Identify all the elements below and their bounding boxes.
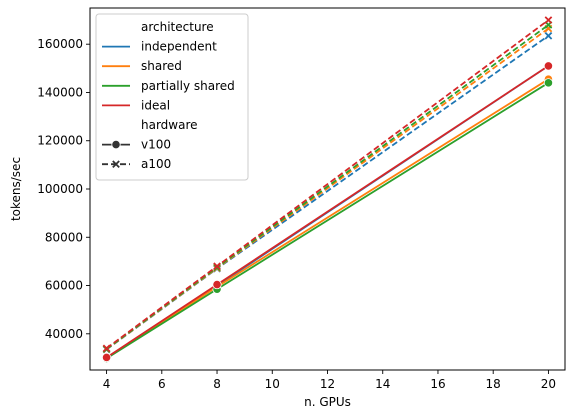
data-point xyxy=(544,31,553,40)
series-ideal-a100 xyxy=(102,16,553,353)
y-axis-label: tokens/sec xyxy=(9,157,23,221)
legend-marker xyxy=(111,140,121,150)
x-tick-label: 4 xyxy=(103,377,111,391)
x-axis-label: n. GPUs xyxy=(304,395,351,409)
series-layer xyxy=(101,16,554,364)
legend-entry: partially shared xyxy=(141,79,235,93)
x-tick-label: 8 xyxy=(213,377,221,391)
legend-marker xyxy=(112,160,120,169)
legend-entry: ideal xyxy=(141,98,170,112)
data-point xyxy=(212,279,222,290)
data-point xyxy=(544,16,553,24)
y-tick-label: 160000 xyxy=(37,37,83,51)
x-tick-label: 20 xyxy=(541,377,556,391)
legend: architecture independent shared partially s… xyxy=(95,13,249,181)
x-tick-label: 18 xyxy=(486,377,501,391)
x-tick-label: 12 xyxy=(320,377,335,391)
y-tick-label: 80000 xyxy=(45,230,83,244)
x-tick-label: 14 xyxy=(375,377,390,391)
legend-entry: v100 xyxy=(141,138,171,152)
data-point xyxy=(101,352,112,363)
legend-box xyxy=(95,13,249,181)
series-ideal-v100 xyxy=(101,61,554,363)
data-point xyxy=(543,61,554,71)
y-tick-label: 40000 xyxy=(45,327,83,341)
x-tick-label: 10 xyxy=(265,377,280,391)
y-tick-label: 140000 xyxy=(37,85,83,99)
x-tick-label: 16 xyxy=(430,377,445,391)
y-tick-label: 100000 xyxy=(37,182,83,196)
legend-entry: shared xyxy=(141,59,182,73)
x-tick-label: 6 xyxy=(158,377,166,391)
legend-title-architecture: architecture xyxy=(141,20,214,34)
data-point xyxy=(213,262,221,271)
data-point xyxy=(543,78,554,88)
data-point xyxy=(102,344,111,353)
y-tick-label: 120000 xyxy=(37,134,83,148)
legend-entry: a100 xyxy=(141,157,171,171)
legend-title-hardware: hardware xyxy=(141,118,198,132)
legend-entry: independent xyxy=(141,40,217,54)
y-tick-label: 60000 xyxy=(45,279,83,293)
ticks-layer: 4 6 8 10 12 14 16 18 20 40000 60000 80000 100000 1200… xyxy=(37,37,556,391)
